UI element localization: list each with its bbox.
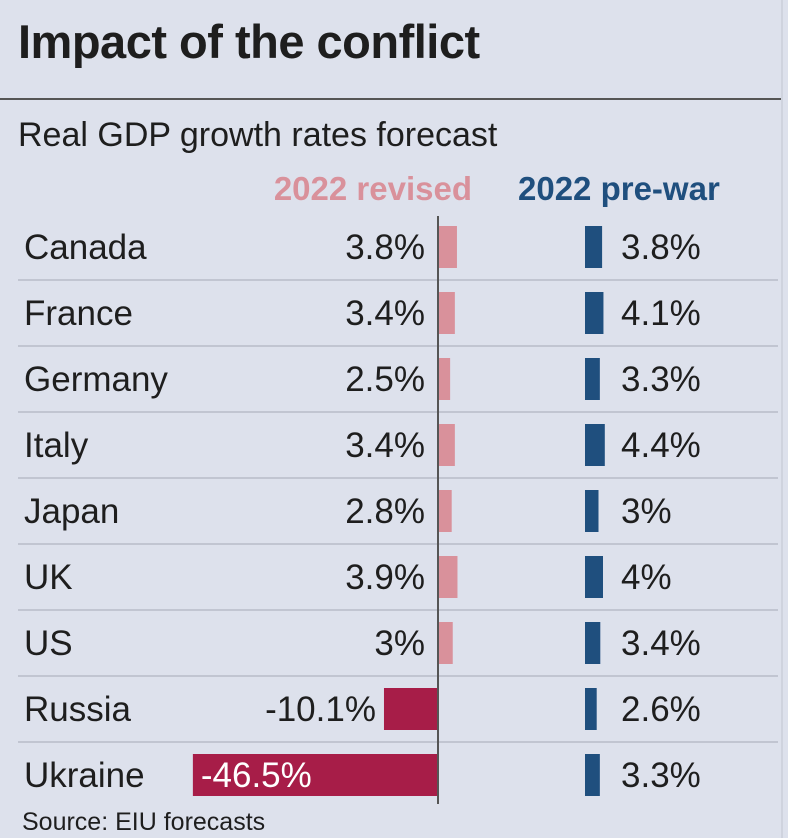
country-label: Japan xyxy=(24,492,119,531)
prewar-bar xyxy=(585,754,600,796)
legend-prewar: 2022 pre-war xyxy=(518,170,720,207)
prewar-bar xyxy=(585,226,603,268)
revised-value-label: 3% xyxy=(374,624,425,663)
legend-revised: 2022 revised xyxy=(273,170,472,207)
revised-value-label: 2.8% xyxy=(345,492,425,531)
country-label: Canada xyxy=(24,228,147,267)
prewar-bar xyxy=(585,424,605,466)
prewar-value-label: 3.3% xyxy=(621,756,701,795)
revised-bar xyxy=(437,622,453,664)
revised-value-label: -46.5% xyxy=(201,756,312,795)
revised-bar xyxy=(437,358,451,400)
country-label: Germany xyxy=(24,360,168,399)
prewar-value-label: 3% xyxy=(621,492,672,531)
prewar-bar xyxy=(585,490,599,532)
revised-bar xyxy=(437,424,455,466)
revised-value-label: 3.8% xyxy=(345,228,425,267)
prewar-bar xyxy=(585,622,601,664)
prewar-bar xyxy=(585,688,597,730)
prewar-bar xyxy=(585,556,603,598)
chart-title: Impact of the conflict xyxy=(18,15,480,68)
country-label: US xyxy=(24,624,73,663)
country-label: UK xyxy=(24,558,73,597)
country-label: Ukraine xyxy=(24,756,145,795)
title-divider xyxy=(0,98,782,100)
prewar-value-label: 3.3% xyxy=(621,360,701,399)
revised-bar xyxy=(437,556,458,598)
revised-value-label: 3.9% xyxy=(345,558,425,597)
prewar-value-label: 3.4% xyxy=(621,624,701,663)
revised-value-label: 3.4% xyxy=(345,294,425,333)
source-note: Source: EIU forecasts xyxy=(22,808,266,836)
prewar-value-label: 4% xyxy=(621,558,672,597)
prewar-bar xyxy=(585,358,600,400)
revised-value-label: -10.1% xyxy=(265,690,376,729)
country-label: Italy xyxy=(24,426,89,465)
country-label: France xyxy=(24,294,133,333)
country-label: Russia xyxy=(24,690,132,729)
revised-bar xyxy=(437,292,455,334)
prewar-value-label: 3.8% xyxy=(621,228,701,267)
prewar-value-label: 4.4% xyxy=(621,426,701,465)
revised-bar xyxy=(383,688,437,730)
revised-value-label: 2.5% xyxy=(345,360,425,399)
revised-bar xyxy=(437,226,457,268)
prewar-value-label: 4.1% xyxy=(621,294,701,333)
revised-bar xyxy=(192,754,437,796)
revised-value-label: 3.4% xyxy=(345,426,425,465)
revised-bar xyxy=(437,490,452,532)
prewar-value-label: 2.6% xyxy=(621,690,701,729)
prewar-bar xyxy=(585,292,604,334)
right-edge-line xyxy=(781,0,783,838)
chart-subtitle: Real GDP growth rates forecast xyxy=(18,116,498,154)
